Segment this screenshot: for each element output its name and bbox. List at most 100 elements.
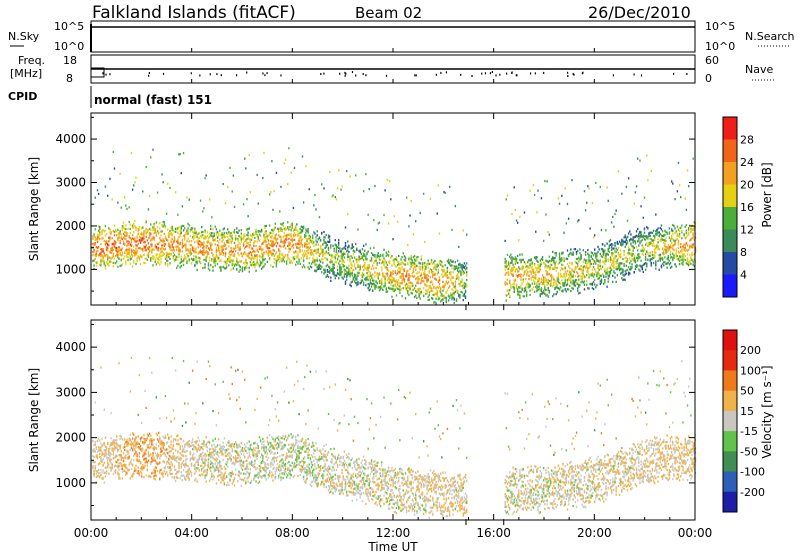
- echo-cell: [622, 243, 623, 245]
- echo-cell: [331, 257, 332, 259]
- echo-cell: [585, 209, 586, 211]
- echo-cell: [172, 238, 173, 240]
- echo-cell: [285, 241, 286, 243]
- echo-cell: [594, 260, 595, 262]
- echo-cell: [409, 288, 410, 290]
- echo-cell: [413, 270, 414, 272]
- echo-cell: [184, 227, 185, 229]
- echo-cell: [167, 228, 168, 230]
- echo-cell: [545, 265, 546, 267]
- echo-cell: [379, 222, 380, 224]
- echo-cell: [576, 253, 577, 255]
- echo-cell: [412, 259, 413, 261]
- echo-cell: [520, 291, 521, 293]
- echo-cell: [215, 264, 216, 266]
- echo-cell: [331, 261, 332, 263]
- echo-cell: [266, 225, 267, 227]
- echo-cell: [681, 248, 682, 250]
- echo-cell: [685, 198, 686, 200]
- echo-cell: [123, 240, 124, 242]
- echo-cell: [320, 261, 321, 263]
- nsearch-label: N.Search: [745, 30, 795, 43]
- echo-cell: [218, 245, 219, 247]
- echo-cell: [649, 255, 650, 257]
- echo-cell: [159, 222, 160, 224]
- echo-cell: [158, 259, 159, 261]
- echo-cell: [336, 249, 337, 251]
- echo-cell: [681, 230, 682, 232]
- echo-cell: [316, 230, 317, 232]
- echo-cell: [579, 248, 580, 250]
- echo-cell: [413, 284, 414, 286]
- echo-cell: [296, 251, 297, 253]
- echo-cell: [592, 252, 593, 254]
- echo-cell: [396, 294, 397, 296]
- echo-cell: [338, 242, 339, 244]
- echo-cell: [206, 174, 207, 176]
- echo-cell: [124, 196, 125, 198]
- echo-cell: [378, 277, 379, 279]
- echo-cell: [447, 289, 448, 291]
- freq-tick-bottom: 8: [66, 72, 73, 85]
- echo-cell: [209, 259, 210, 261]
- echo-cell: [515, 270, 516, 272]
- echo-cell: [152, 264, 153, 266]
- echo-cell: [324, 236, 325, 238]
- echo-cell: [156, 232, 157, 234]
- echo-cell: [96, 448, 97, 450]
- echo-cell: [422, 277, 423, 279]
- echo-cell: [237, 244, 238, 246]
- nsky-label: N.Sky: [8, 30, 40, 43]
- echo-cell: [100, 366, 101, 368]
- echo-cell: [338, 255, 339, 257]
- echo-cell: [413, 233, 414, 235]
- echo-cell: [203, 249, 204, 251]
- echo-cell: [407, 270, 408, 272]
- echo-cell: [611, 221, 612, 223]
- echo-cell: [93, 264, 94, 266]
- echo-cell: [101, 233, 102, 235]
- echo-cell: [127, 256, 128, 258]
- echo-cell: [239, 248, 240, 250]
- echo-cell: [210, 246, 211, 248]
- echo-cell: [533, 286, 534, 288]
- echo-cell: [620, 253, 621, 255]
- echo-cell: [318, 244, 319, 246]
- echo-cell: [122, 229, 123, 231]
- echo-cell: [518, 239, 519, 241]
- nave-point: [236, 74, 237, 76]
- echo-cell: [279, 256, 280, 258]
- echo-cell: [577, 290, 578, 292]
- echo-cell: [372, 277, 373, 279]
- echo-cell: [283, 225, 284, 227]
- echo-cell: [136, 235, 137, 237]
- echo-cell: [250, 244, 251, 246]
- echo-cell: [150, 156, 151, 158]
- echo-cell: [532, 283, 533, 285]
- echo-cell: [135, 229, 136, 231]
- echo-cell: [246, 264, 247, 266]
- echo-cell: [271, 235, 272, 237]
- echo-cell: [370, 288, 371, 290]
- nave-point: [109, 73, 110, 75]
- echo-cell: [589, 265, 590, 267]
- echo-cell: [190, 235, 191, 237]
- echo-cell: [179, 243, 180, 245]
- echo-cell: [516, 219, 517, 221]
- echo-cell: [203, 207, 204, 209]
- echo-cell: [626, 265, 627, 267]
- echo-cell: [309, 262, 310, 264]
- nave-point: [686, 73, 687, 75]
- echo-cell: [447, 269, 448, 271]
- echo-cell: [570, 248, 571, 250]
- echo-cell: [332, 194, 333, 196]
- echo-cell: [179, 249, 180, 251]
- echo-cell: [604, 250, 605, 252]
- echo-cell: [267, 261, 268, 263]
- echo-cell: [287, 254, 288, 256]
- echo-cell: [97, 189, 98, 191]
- echo-cell: [215, 262, 216, 264]
- echo-cell: [655, 260, 656, 262]
- echo-cell: [672, 230, 673, 232]
- echo-cell: [160, 261, 161, 263]
